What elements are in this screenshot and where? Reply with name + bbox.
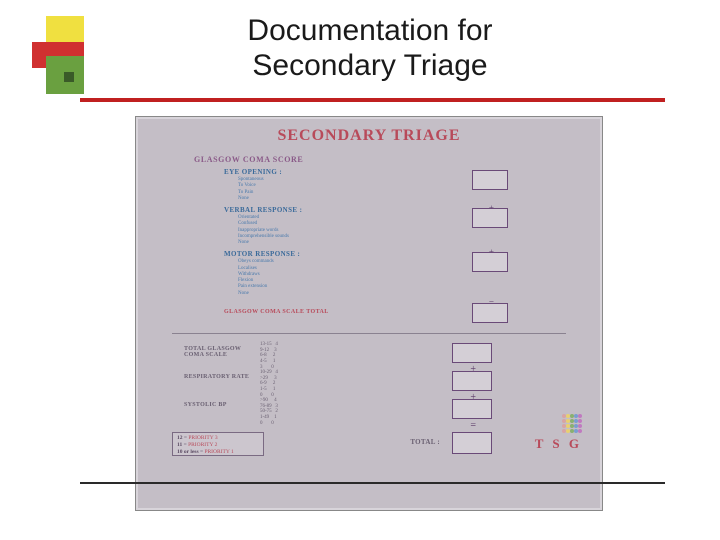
gcs-total-box (472, 303, 508, 323)
priority-key: 12 = PRIORITY 311 = PRIORITY 210 or less… (172, 432, 264, 456)
tsg-dots-icon (535, 414, 582, 434)
divider (172, 333, 566, 334)
gcs-section-label: EYE OPENING : (224, 168, 602, 176)
bottom-row: 12 = PRIORITY 311 = PRIORITY 210 or less… (136, 428, 602, 460)
gcs-section-label: VERBAL RESPONSE : (224, 206, 602, 214)
priority-key-line: 10 or less = PRIORITY 1 (177, 449, 259, 456)
dot-icon (578, 419, 582, 423)
title-underline (80, 98, 665, 102)
secondary-triage-form: SECONDARY TRIAGE GLASGOW COMA SCORE EYE … (135, 116, 603, 511)
gcs-score-box (472, 170, 508, 190)
gcs-section-options: Obeys commands Localises Withdraws Flexi… (238, 259, 602, 297)
priority-key-line: 11 = PRIORITY 2 (177, 442, 259, 449)
gcs-heading: GLASGOW COMA SCORE (194, 155, 602, 164)
title-line-2: Secondary Triage (252, 49, 487, 82)
dot-icon (578, 424, 582, 428)
tsg-row: RESPIRATORY RATE 10-29 4 >29 3 6-9 2 1-5 … (136, 368, 602, 396)
tsg-logo-text: T S G (535, 436, 582, 452)
footer-rule (80, 482, 665, 484)
tsg-row: SYSTOLIC BP >90 4 76-89 3 50-75 2 1-49 1 … (136, 396, 602, 424)
slide-title: Documentation for Secondary Triage (110, 14, 630, 83)
tsg-row-label: SYSTOLIC BP (184, 402, 254, 409)
gcs-score-box (472, 252, 508, 272)
dot-icon (578, 429, 582, 433)
priority-key-line: 12 = PRIORITY 3 (177, 435, 259, 442)
tsg-total-box (452, 432, 492, 454)
tsg-score-box (452, 371, 492, 391)
tsg-scale: 13-15 4 9-12 3 6-8 2 4-5 1 3 0 (260, 342, 278, 371)
tsg-score-box (452, 399, 492, 419)
bullet-tick-icon (64, 72, 74, 82)
gcs-score-box (472, 208, 508, 228)
gcs-section: MOTOR RESPONSE :Obeys commands Localises… (136, 250, 602, 297)
gcs-section-options: Spontaneous To Voice To Pain None (238, 177, 602, 202)
title-decoration (32, 16, 84, 94)
title-line-1: Documentation for (247, 14, 492, 47)
tsg-row-label: TOTAL GLASGOW COMA SCALE (184, 346, 254, 359)
gcs-total-label: GLASGOW COMA SCALE TOTAL (224, 309, 329, 315)
gcs-total-row: GLASGOW COMA SCALE TOTAL (136, 301, 602, 327)
gcs-section-options: Orientated Confused Inappropriate words … (238, 215, 602, 246)
form-title: SECONDARY TRIAGE (136, 127, 602, 145)
gcs-section-label: MOTOR RESPONSE : (224, 250, 602, 258)
tsg-logo: T S G (535, 414, 582, 452)
tsg-scale: >90 4 76-89 3 50-75 2 1-49 1 0 0 (260, 398, 278, 427)
dot-icon (578, 414, 582, 418)
tsg-score-box (452, 343, 492, 363)
tsg-scale: 10-29 4 >29 3 6-9 2 1-5 1 0 0 (260, 370, 278, 399)
tsg-row-label: RESPIRATORY RATE (184, 374, 254, 381)
tsg-total-label: TOTAL : (410, 438, 440, 446)
gcs-section: VERBAL RESPONSE :Orientated Confused Ina… (136, 206, 602, 246)
tsg-row: TOTAL GLASGOW COMA SCALE 13-15 4 9-12 3 6… (136, 340, 602, 368)
gcs-section: EYE OPENING :Spontaneous To Voice To Pai… (136, 168, 602, 202)
